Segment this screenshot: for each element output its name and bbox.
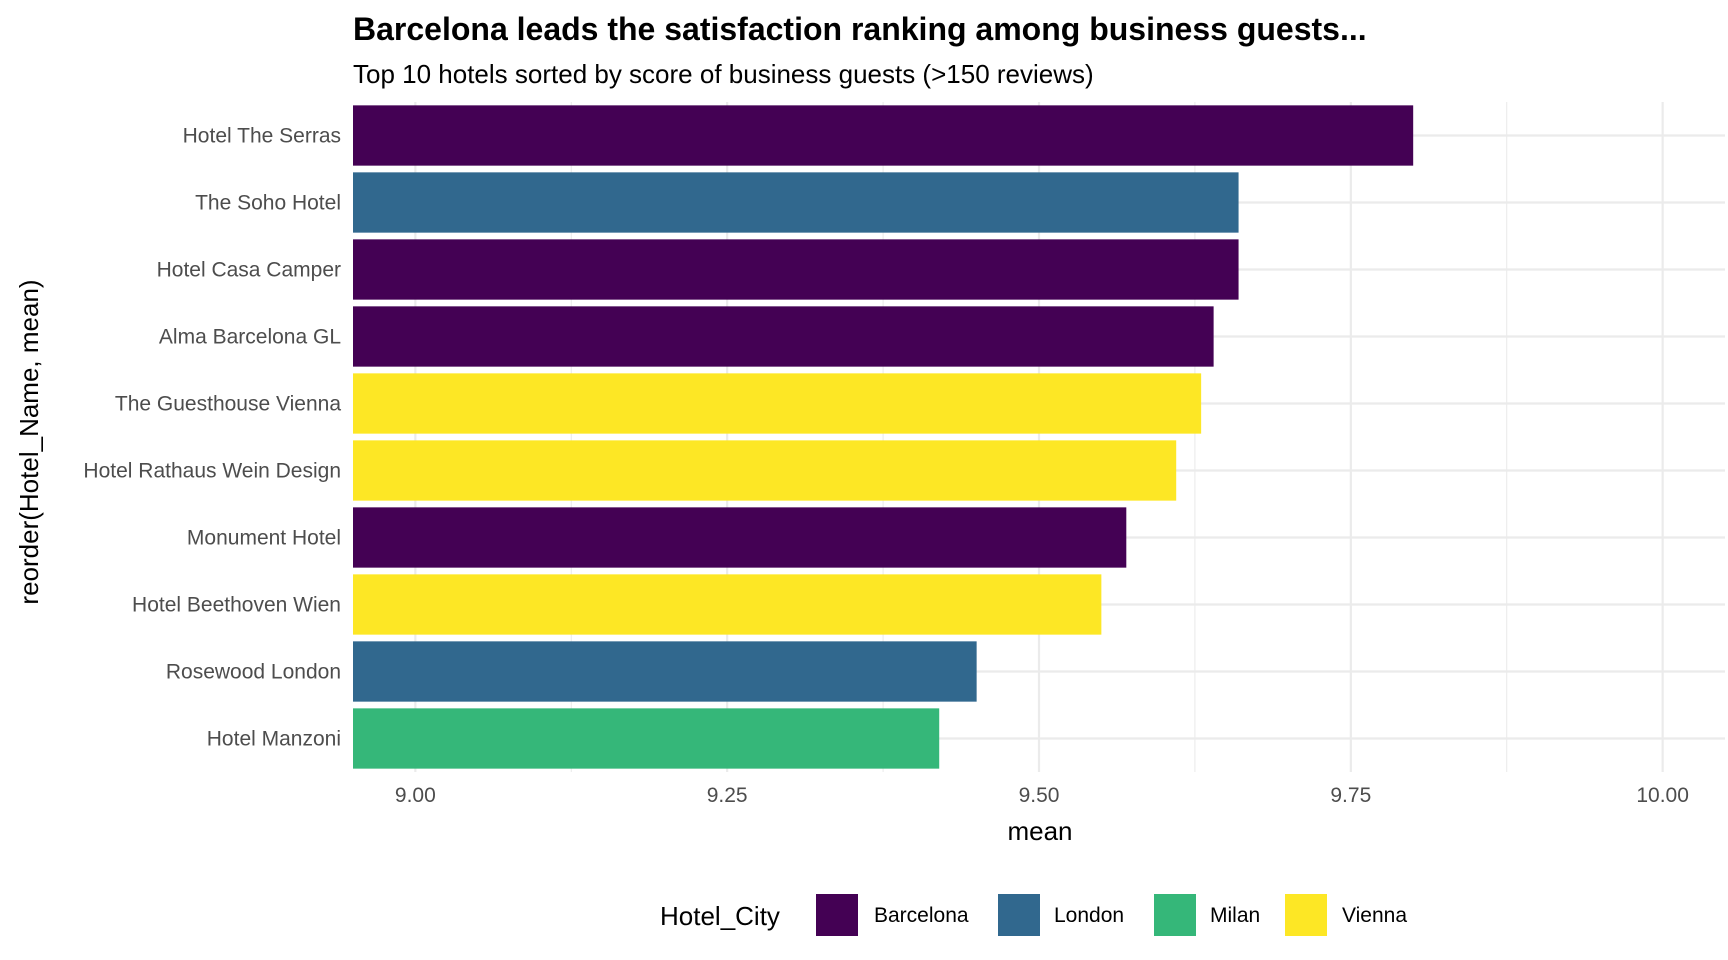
y-tick-label: Hotel Casa Camper (157, 259, 341, 282)
y-tick-label: Rosewood London (166, 661, 341, 684)
bar (353, 373, 1202, 434)
legend-key (1285, 894, 1327, 936)
legend: Hotel_City Barcelona London Milan Vienna (660, 894, 1407, 936)
bar (353, 641, 977, 702)
bar (353, 574, 1102, 635)
legend-title: Hotel_City (660, 901, 780, 931)
x-tick-label: 9.75 (1330, 784, 1371, 807)
x-tick-label: 9.00 (395, 784, 436, 807)
y-tick-label: Alma Barcelona GL (159, 326, 341, 349)
bar (353, 306, 1214, 367)
x-axis-tick-labels: 9.00 9.25 9.50 9.75 10.00 (395, 784, 1689, 807)
legend-label: Vienna (1342, 904, 1407, 927)
y-tick-label: Hotel Beethoven Wien (132, 594, 341, 617)
legend-label: London (1054, 904, 1124, 927)
x-tick-label: 9.50 (1019, 784, 1060, 807)
y-tick-label: The Soho Hotel (195, 192, 341, 215)
chart-subtitle: Top 10 hotels sorted by score of busines… (353, 59, 1094, 89)
bars (353, 105, 1414, 769)
legend-label: Barcelona (874, 904, 969, 927)
bar (353, 708, 940, 769)
y-tick-label: The Guesthouse Vienna (115, 393, 341, 416)
y-axis-title: reorder(Hotel_Name, mean) (14, 279, 44, 604)
y-tick-label: Hotel Rathaus Wein Design (83, 460, 341, 483)
legend-key (816, 894, 858, 936)
bar (353, 239, 1239, 300)
y-axis-tick-labels: Hotel The Serras The Soho Hotel Hotel Casa… (83, 125, 341, 751)
x-tick-label: 10.00 (1636, 784, 1689, 807)
y-tick-label: Monument Hotel (187, 527, 341, 550)
bar (353, 507, 1127, 568)
legend-key (998, 894, 1040, 936)
y-tick-label: Hotel Manzoni (207, 728, 341, 751)
legend-key (1154, 894, 1196, 936)
y-tick-label: Hotel The Serras (183, 125, 341, 148)
bar (353, 440, 1177, 501)
bar (353, 172, 1239, 233)
legend-label: Milan (1210, 904, 1260, 927)
bar (353, 105, 1414, 166)
x-axis-title: mean (1007, 816, 1072, 846)
chart-title: Barcelona leads the satisfaction ranking… (353, 11, 1367, 47)
x-tick-label: 9.25 (707, 784, 748, 807)
